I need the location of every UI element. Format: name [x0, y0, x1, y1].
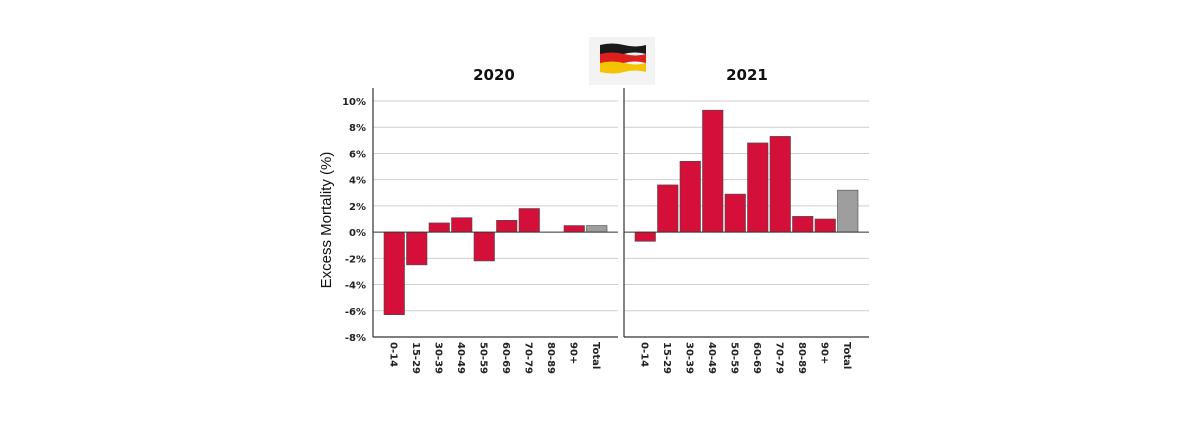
x-tick-label: 50-59	[477, 342, 488, 374]
bar-2020-90+	[563, 225, 585, 233]
x-tick-label: 50-59	[728, 342, 739, 374]
y-tick-label: 4%	[349, 176, 366, 187]
x-tick-label: 90+	[567, 342, 578, 364]
bar-2021-40-49	[702, 109, 724, 233]
bar-2021-30-39	[679, 161, 701, 233]
bar-2021-Total	[837, 189, 859, 233]
y-tick-label: 8%	[349, 123, 366, 134]
bar-2020-15-29	[406, 231, 428, 266]
y-axis-ticks: 10% 8% 6% 4% 2% 0% -2% -4% -6% -8%	[342, 97, 366, 344]
bar-2020-Total	[586, 225, 608, 233]
panel-2021: 2021 0-14 15-29 30-39 40-49 50-59 60-69 70-79 80…	[623, 66, 869, 374]
y-tick-label: -8%	[345, 333, 366, 344]
bar-2021-0-14	[634, 231, 656, 242]
bar-2020-60-69	[496, 220, 518, 233]
y-tick-label: 2%	[349, 202, 366, 213]
x-tick-label: 30-39	[432, 342, 443, 374]
y-axis-label: Excess Mortality (%)	[318, 152, 335, 289]
bar-2021-90+	[814, 218, 836, 233]
panel-title: 2020	[473, 66, 515, 84]
y-tick-label: -2%	[345, 254, 366, 265]
bar-2021-70-79	[769, 136, 791, 233]
x-tick-label: Total	[841, 342, 852, 369]
x-tick-label: 60-69	[500, 342, 511, 374]
x-tick-label: 60-69	[751, 342, 762, 374]
x-tick-label: 30-39	[683, 342, 694, 374]
bar-2020-30-39	[428, 222, 450, 233]
bar-2021-50-59	[724, 193, 746, 233]
panel-2020: 2020 0-14 15-29 30-39 40-49 50-59 60-69 70-79 80…	[372, 66, 618, 374]
y-tick-label: 10%	[342, 97, 366, 108]
x-tick-label: 15-29	[661, 342, 672, 374]
bar-2021-80-89	[792, 216, 814, 233]
panel-title: 2021	[726, 66, 768, 84]
x-tick-label: 40-49	[706, 342, 717, 374]
x-tick-label: 40-49	[455, 342, 466, 374]
y-tick-label: 0%	[349, 228, 366, 239]
bar-2020-0-14	[383, 231, 405, 316]
germany-flag-icon	[589, 37, 655, 85]
y-tick-label: -4%	[345, 281, 366, 292]
bar-2020-50-59	[473, 231, 495, 262]
x-tick-label: 80-89	[545, 342, 556, 374]
y-tick-label: 6%	[349, 149, 366, 160]
x-tick-label: 70-79	[773, 342, 784, 374]
bar-2021-60-69	[747, 142, 769, 233]
bar-2021-15-29	[657, 184, 679, 233]
x-tick-label: 80-89	[796, 342, 807, 374]
y-tick-label: -6%	[345, 307, 366, 318]
x-tick-label: 90+	[818, 342, 829, 364]
x-tick-label: 0-14	[387, 342, 398, 367]
bar-2020-40-49	[451, 217, 473, 233]
x-tick-label: 0-14	[638, 342, 649, 367]
x-tick-label: 15-29	[410, 342, 421, 374]
x-tick-label: 70-79	[522, 342, 533, 374]
x-tick-label: Total	[590, 342, 601, 369]
bar-2020-70-79	[518, 208, 540, 233]
